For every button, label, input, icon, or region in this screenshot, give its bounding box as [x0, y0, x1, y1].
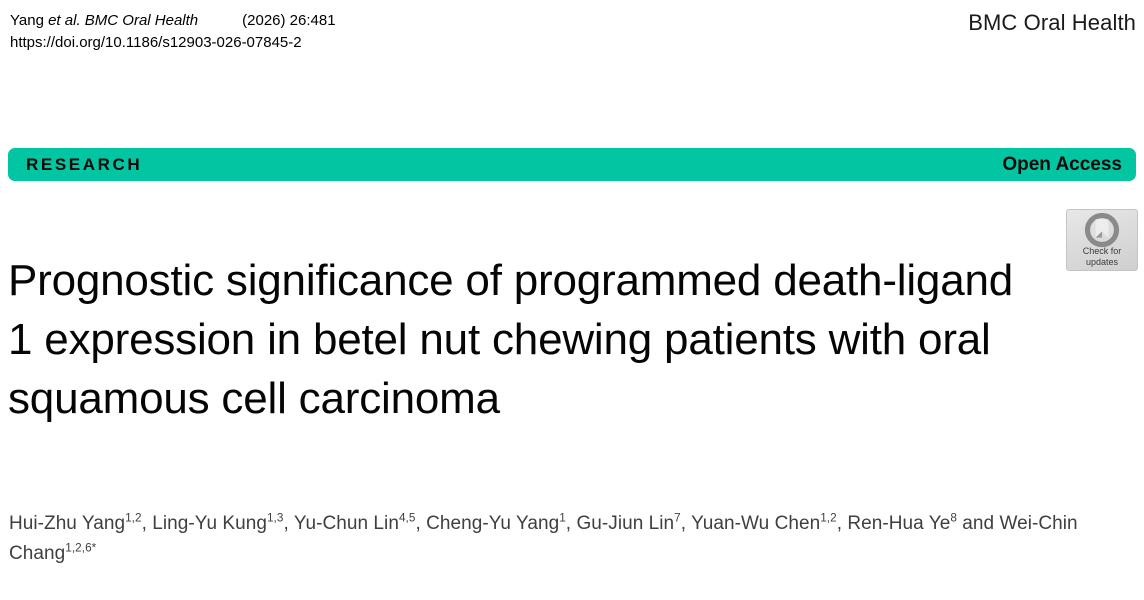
- author-list: Hui-Zhu Yang1,2, Ling-Yu Kung1,3, Yu-Chu…: [9, 509, 1119, 569]
- author-affiliation-marker: 1,2: [820, 511, 837, 525]
- check-for-updates-text: Check for updates: [1067, 246, 1137, 268]
- doi-link[interactable]: https://doi.org/10.1186/s12903-026-07845…: [10, 34, 302, 51]
- article-type-label: RESEARCH: [26, 154, 143, 174]
- author-name[interactable]: Gu-Jiun Lin: [576, 513, 675, 534]
- citation-journal-italic: et al. BMC Oral Health: [48, 12, 199, 29]
- author-separator: ,: [283, 513, 294, 534]
- author-separator: and: [956, 513, 1000, 534]
- crossmark-line-2: updates: [1085, 257, 1119, 267]
- check-for-updates-badge[interactable]: Check for updates: [1066, 209, 1138, 271]
- author-affiliation-marker: 1,2: [125, 511, 142, 525]
- citation-author: Yang: [10, 12, 49, 29]
- open-access-bar: RESEARCH Open Access: [8, 148, 1136, 181]
- author-name[interactable]: Wei-Chin Chang: [9, 513, 1078, 564]
- author-affiliation-marker: 4,5: [398, 511, 416, 525]
- author-separator: ,: [141, 513, 153, 534]
- open-access-label: Open Access: [1002, 153, 1122, 175]
- author-name[interactable]: Yu-Chun Lin: [293, 513, 399, 534]
- crossmark-line-1: Check for: [1082, 246, 1122, 256]
- author-affiliation-marker: 1: [559, 511, 566, 525]
- author-affiliation-marker: 1,2,6*: [65, 541, 97, 555]
- author-affiliation-marker: 1,3: [266, 511, 284, 525]
- author-affiliation-marker: 7: [674, 511, 681, 525]
- article-title: Prognostic significance of programmed de…: [8, 256, 1014, 424]
- running-head: Yang et al. BMC Oral Health (2026) 26:481…: [10, 10, 1136, 60]
- author-name[interactable]: Hui-Zhu Yang: [9, 513, 126, 534]
- author-separator: ,: [680, 513, 692, 534]
- author-affiliation-marker: 8: [950, 511, 957, 525]
- journal-name: BMC Oral Health: [968, 10, 1136, 35]
- citation-line: Yang et al. BMC Oral Health (2026) 26:481: [10, 10, 336, 31]
- citation-issue: (2026) 26:481: [242, 12, 336, 29]
- crossmark-logo-icon: [1084, 212, 1120, 248]
- author-name[interactable]: Ling-Yu Kung: [152, 513, 267, 534]
- author-separator: ,: [415, 513, 427, 534]
- author-name[interactable]: Cheng-Yu Yang: [426, 513, 560, 534]
- author-name[interactable]: Ren-Hua Ye: [847, 513, 951, 534]
- author-name[interactable]: Yuan-Wu Chen: [691, 513, 821, 534]
- author-separator: ,: [565, 513, 577, 534]
- author-separator: ,: [836, 513, 848, 534]
